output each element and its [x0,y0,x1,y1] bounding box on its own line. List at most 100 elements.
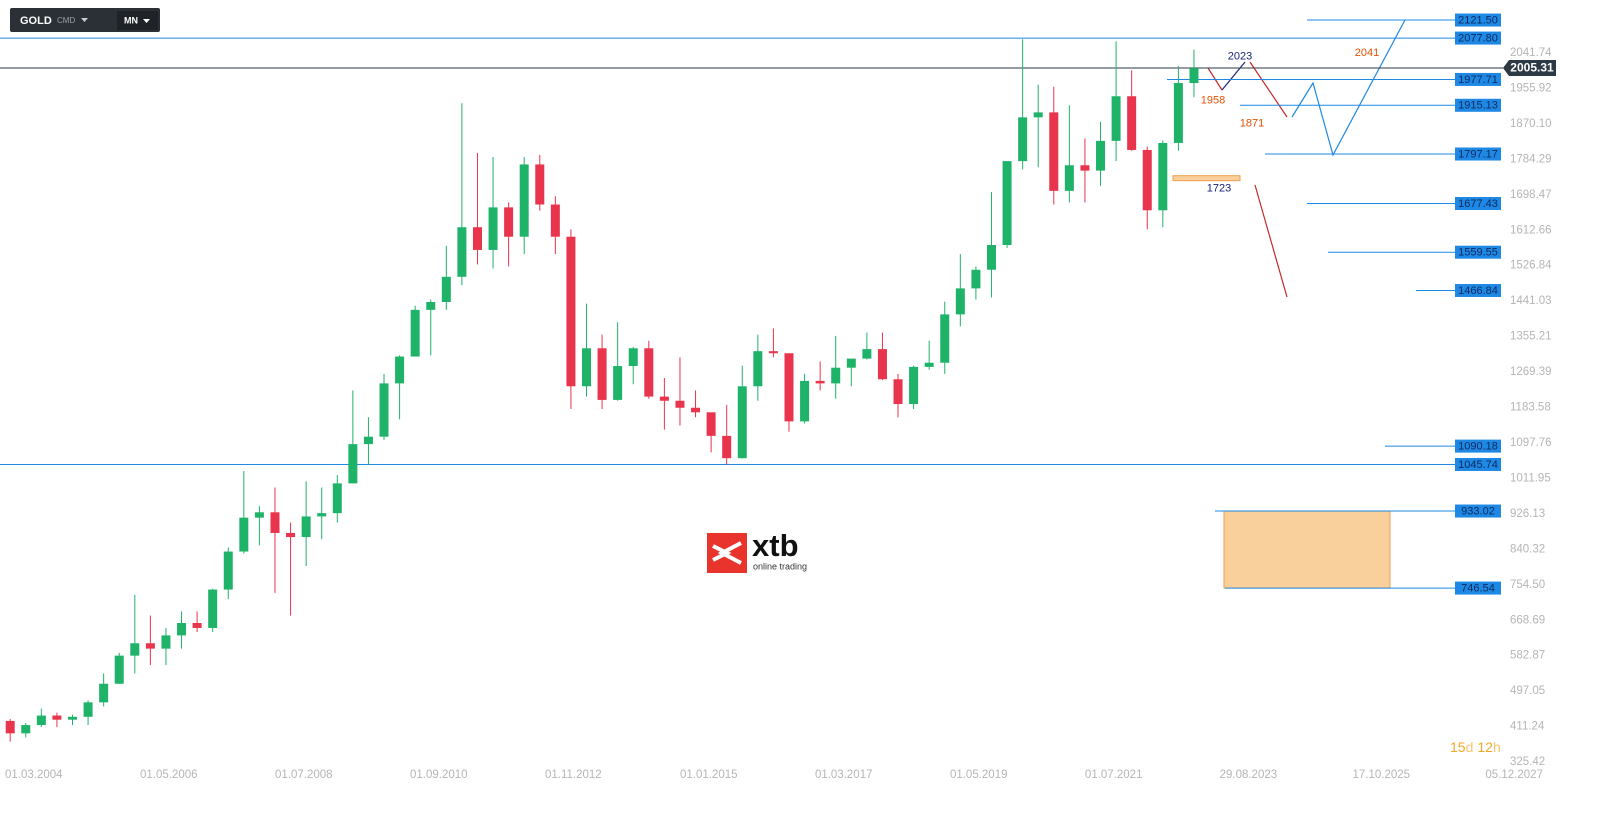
candle-body [566,236,576,387]
candle-body [83,702,93,717]
candle-body [67,716,77,720]
candle-body [753,351,763,387]
candle [1018,39,1028,170]
candle [1111,41,1121,162]
y-tick-label: 754.50 [1510,579,1545,591]
annotation: 2023 [1228,51,1252,63]
level-label-bg [1455,147,1501,161]
candle-body [1096,140,1106,171]
annotation: 1871 [1240,117,1264,129]
candle-body [363,436,373,445]
candle-body [270,512,280,533]
candle [410,305,420,357]
x-tick-label: 17.10.2025 [1352,769,1410,781]
candle [784,353,794,432]
x-tick-label: 01.07.2008 [275,769,333,781]
candle [52,712,62,728]
candle [722,404,732,465]
y-tick-label: 497.05 [1510,685,1545,697]
candle [348,390,358,484]
candle [909,365,919,410]
y-tick-label: 1011.95 [1510,472,1551,484]
logo-x [712,541,742,565]
symbol[interactable]: GOLD [20,15,52,27]
y-tick-label: 668.69 [1510,614,1545,626]
candle-body [893,379,903,405]
y-tick-label: 1269.39 [1510,366,1552,378]
countdown-unit: h [1493,739,1501,755]
y-tick-label: 1612.66 [1510,224,1552,236]
candle-body [924,362,934,367]
candle-body [161,635,171,649]
interval-box[interactable] [117,11,158,30]
countdown-unit: d [1466,739,1474,755]
y-tick-label: 411.24 [1510,721,1545,733]
candle-body [379,383,389,437]
candle [192,611,202,633]
y-tick-label: 1526.84 [1510,260,1552,272]
y-tick-label: 1183.58 [1510,402,1551,414]
candle [519,156,529,255]
candle [270,487,280,593]
candle [114,652,124,684]
logo-name: xtb [752,528,799,563]
candle-body [395,356,405,384]
candle-body [582,348,592,387]
candle [223,547,233,600]
candle-body [800,380,810,422]
candle-body [410,309,420,357]
x-tick-label: 01.03.2017 [815,769,873,781]
candle-body [286,532,296,538]
x-tick-label: 01.05.2006 [140,769,198,781]
candle [628,347,638,385]
annotation: 1958 [1201,94,1225,106]
candle [130,594,140,674]
candle [426,299,436,356]
level-label-bg [1455,439,1501,453]
candle [286,522,296,616]
dropdown-arrow[interactable] [143,19,150,23]
level-label-bg [1455,581,1501,595]
candle [659,378,669,430]
y-tick-label: 1097.76 [1510,437,1552,449]
candle [99,673,109,707]
candle-body [21,725,31,734]
candle [363,417,373,465]
level-label-bg [1455,504,1501,518]
level-label: 1977.71 [1458,74,1498,86]
candle-body [1064,165,1074,191]
symbol-type: CMD [57,16,75,25]
candle-body [1049,112,1059,191]
candle-body [909,366,919,405]
candle [472,152,482,265]
candle-body [1189,68,1199,84]
candle [1173,66,1183,151]
interval[interactable]: MN [124,15,138,25]
countdown-hours: 12 [1477,739,1493,755]
candle [800,373,810,424]
candle [1080,138,1090,203]
candle-body [1173,83,1183,143]
candle-body [877,349,887,380]
dropdown-arrow[interactable] [81,18,88,22]
level-label-bg [1455,245,1501,259]
candle-body [846,358,856,368]
projection-line [1254,184,1288,298]
y-tick-label: 840.32 [1510,543,1545,555]
candle [1127,70,1137,151]
candle-body [722,435,732,459]
candle [488,156,498,269]
candle [535,154,545,211]
candle-body [208,589,218,628]
candle-body [52,715,62,720]
candle [1049,86,1059,205]
candle-body [706,412,716,436]
candle-body [332,483,342,514]
level-label: 2121.50 [1458,14,1498,26]
x-tick-label: 01.11.2012 [545,769,602,781]
candle [815,361,825,391]
level-label: 1559.55 [1458,247,1498,259]
level-label: 1797.17 [1458,148,1498,160]
